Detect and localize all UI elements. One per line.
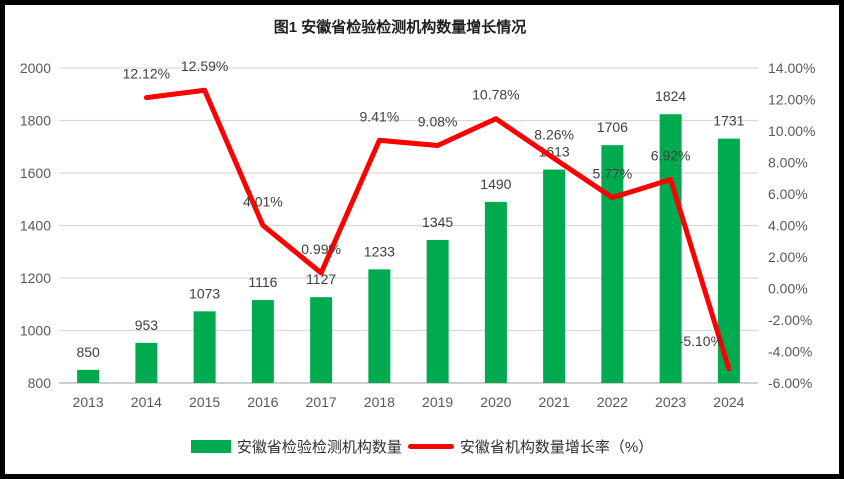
y2-tick-label: 4.00% bbox=[768, 218, 808, 234]
x-tick-label: 2016 bbox=[247, 394, 278, 410]
bar-2017 bbox=[310, 297, 333, 383]
y2-tick-label: 0.00% bbox=[768, 281, 808, 297]
y1-tick-label: 1200 bbox=[20, 270, 51, 286]
legend-bar-swatch bbox=[190, 440, 231, 453]
x-tick-label: 2015 bbox=[189, 394, 220, 410]
bar-value-label: 1127 bbox=[306, 271, 336, 287]
line-value-label: 9.41% bbox=[360, 108, 400, 124]
x-tick-label: 2023 bbox=[655, 394, 686, 410]
line-value-label: 9.08% bbox=[418, 113, 458, 129]
line-value-label: 10.78% bbox=[472, 87, 519, 103]
line-value-label: 12.59% bbox=[181, 58, 228, 74]
bar-2016 bbox=[251, 300, 274, 383]
bar-value-label: 1116 bbox=[248, 274, 277, 290]
x-tick-label: 2019 bbox=[422, 394, 453, 410]
bar-2020 bbox=[484, 201, 507, 383]
bar-2022 bbox=[601, 145, 624, 383]
x-tick-label: 2021 bbox=[539, 394, 570, 410]
y1-tick-label: 1600 bbox=[20, 165, 51, 181]
bar-2024 bbox=[717, 138, 740, 383]
line-value-label: 0.99% bbox=[301, 241, 341, 257]
y2-tick-label: 12.00% bbox=[768, 92, 815, 108]
bar-value-label: 850 bbox=[76, 344, 100, 360]
bar-2021 bbox=[543, 169, 566, 383]
line-value-label: 4.01% bbox=[243, 193, 283, 209]
y2-tick-label: -4.00% bbox=[768, 344, 812, 360]
y2-tick-label: 2.00% bbox=[768, 249, 808, 265]
line-value-label: 5.77% bbox=[593, 166, 633, 182]
bar-value-label: 1490 bbox=[480, 176, 511, 192]
legend: 安徽省检验检测机构数量 安徽省机构数量增长率（%） bbox=[5, 436, 839, 457]
y2-tick-label: 8.00% bbox=[768, 155, 808, 171]
y2-tick-label: 14.00% bbox=[768, 60, 815, 76]
x-tick-label: 2013 bbox=[73, 394, 104, 410]
x-tick-label: 2020 bbox=[480, 394, 511, 410]
x-tick-label: 2014 bbox=[131, 394, 162, 410]
y1-tick-label: 1000 bbox=[20, 323, 51, 339]
chart-title: 图1 安徽省检验检测机构数量增长情况 bbox=[273, 19, 527, 36]
legend-bar-label: 安徽省检验检测机构数量 bbox=[236, 439, 402, 456]
legend-line-swatch bbox=[407, 444, 454, 449]
bar-2018 bbox=[368, 269, 391, 383]
x-tick-label: 2017 bbox=[306, 394, 337, 410]
bar-2015 bbox=[193, 311, 216, 383]
bar-value-label: 953 bbox=[135, 317, 159, 333]
combo-chart-canvas: 800 1000 1200 1400 1600 1800 2000 14.00% 12.00% 1… bbox=[20, 58, 816, 410]
bar-value-label: 1345 bbox=[422, 214, 453, 230]
line-value-label: 12.12% bbox=[123, 66, 170, 82]
y1-tick-label: 1400 bbox=[20, 218, 51, 234]
bar-value-label: 1731 bbox=[713, 113, 744, 129]
line-value-label: 8.26% bbox=[534, 126, 574, 142]
y2-tick-label: 10.00% bbox=[768, 123, 815, 139]
y2-tick-label: 6.00% bbox=[768, 186, 808, 202]
bar-value-label: 1233 bbox=[364, 243, 395, 259]
bar-value-label: 1824 bbox=[655, 88, 686, 104]
bar-2013 bbox=[77, 369, 100, 383]
bar-value-label: 1706 bbox=[597, 119, 628, 135]
bar-2019 bbox=[426, 239, 449, 383]
x-tick-label: 2022 bbox=[597, 394, 628, 410]
growth-rate-line bbox=[143, 87, 732, 372]
y1-tick-label: 2000 bbox=[20, 60, 51, 76]
bar-value-label: 1073 bbox=[189, 285, 220, 301]
y2-tick-label: -6.00% bbox=[768, 375, 812, 391]
x-tick-label: 2018 bbox=[364, 394, 395, 410]
y1-tick-label: 800 bbox=[28, 375, 52, 391]
line-value-label: 6.92% bbox=[651, 148, 691, 164]
legend-line-label: 安徽省机构数量增长率（%） bbox=[459, 439, 654, 456]
y2-tick-label: -2.00% bbox=[768, 312, 812, 328]
y1-tick-label: 1800 bbox=[20, 113, 51, 129]
x-tick-label: 2024 bbox=[713, 394, 744, 410]
bar-2014 bbox=[135, 342, 158, 383]
line-value-label: -5.10% bbox=[679, 333, 723, 349]
